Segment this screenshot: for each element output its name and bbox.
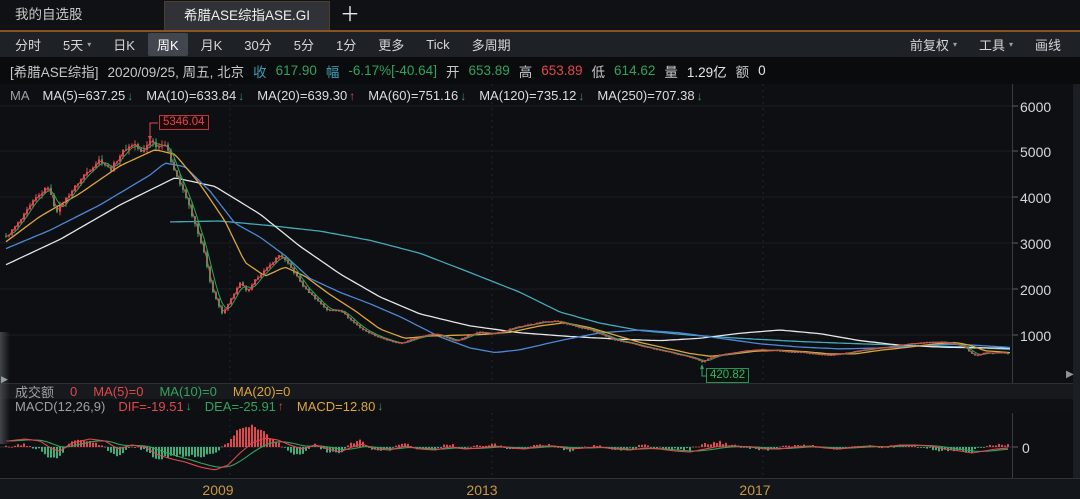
right-edge-strip: [1073, 84, 1080, 478]
low-label: 低: [591, 64, 606, 80]
volume-indicator-title: 成交额: [15, 385, 55, 400]
tab-divider: [0, 30, 1080, 32]
chevron-down-icon: ▾: [87, 40, 92, 49]
high-price-annotation: 5346.04: [159, 115, 209, 130]
high-value: 653.89: [541, 63, 583, 78]
arrow-up-icon: ↑: [277, 399, 284, 413]
add-tab-button[interactable]: ＋: [340, 4, 360, 26]
x-axis-tick: 2017: [739, 482, 771, 498]
expand-panel-icon[interactable]: ▶: [1, 374, 8, 384]
ma60-readout: MA(60)=751.16 ↓: [368, 88, 467, 103]
arrow-down-icon: ↓: [578, 88, 585, 103]
y-axis-tick: 5000: [1020, 144, 1052, 160]
macd-readout: MACD=12.80 ↓: [296, 398, 384, 414]
change-value: -6.17%[-40.64]: [348, 63, 437, 78]
period-buttons: 分时 5天 ▾ 日K 周K 月K 30分 5分 1分 更多 Tick 多周期: [4, 33, 522, 56]
macd-chart[interactable]: [0, 413, 1080, 478]
quote-info-bar: [希腊ASE综指] 2020/09/25, 周五, 北京 收 617.90 幅 …: [0, 57, 1080, 84]
amount-label: 额: [735, 64, 750, 80]
x-axis-tick: 2009: [202, 482, 234, 498]
scroll-right-icon[interactable]: ▶: [1066, 369, 1074, 380]
symbol-name: [希腊ASE综指]: [10, 64, 99, 80]
arrow-down-icon: ↓: [377, 399, 384, 413]
period-button-1min[interactable]: 1分: [335, 38, 357, 53]
dif-readout: DIF=-19.51 ↓: [118, 398, 192, 414]
volume-ma5-readout: MA(5)=0: [93, 384, 144, 399]
macd-zero-tick: 0: [1022, 440, 1030, 456]
macd-title: MACD(12,26,9): [15, 398, 106, 414]
arrow-down-icon: ↓: [185, 399, 192, 413]
period-button-daily[interactable]: 日K: [113, 38, 135, 53]
period-button-5min[interactable]: 5分: [293, 38, 314, 53]
candlestick-canvas[interactable]: [0, 84, 1080, 383]
ma-indicator-row: MA MA(5)=637.25 ↓ MA(10)=633.84 ↓ MA(20)=6…: [10, 87, 703, 104]
open-value: 653.89: [468, 63, 510, 78]
ma5-readout: MA(5)=637.25 ↓: [42, 88, 134, 103]
tab-bar: 我的自选股 希腊ASE综指ASE.GI ＋: [0, 0, 1080, 30]
chevron-down-icon: ▾: [1008, 40, 1013, 49]
arrow-up-icon: ↑: [349, 88, 356, 103]
volume-label: 量: [664, 64, 678, 80]
ma10-readout: MA(10)=633.84 ↓: [146, 88, 245, 103]
period-button-minute[interactable]: 分时: [15, 38, 42, 53]
main-price-chart[interactable]: [0, 84, 1080, 383]
quote-datetime: 2020/09/25, 周五, 北京: [107, 64, 245, 80]
period-toolbar: 分时 5天 ▾ 日K 周K 月K 30分 5分 1分 更多 Tick 多周期 前复…: [0, 32, 1080, 57]
period-button-monthly[interactable]: 月K: [200, 38, 223, 53]
period-button-weekly-selected[interactable]: 周K: [147, 33, 188, 56]
arrow-down-icon: ↓: [127, 88, 134, 103]
macd-indicator-row: MACD(12,26,9) DIF=-19.51 ↓ DEA=-25.91 ↑ MA…: [0, 398, 1080, 414]
chevron-down-icon: ▾: [952, 40, 957, 49]
y-axis-tick: 2000: [1020, 282, 1052, 298]
y-axis-tick: 1000: [1020, 328, 1052, 344]
open-label: 开: [445, 64, 460, 80]
amount-value: 0: [758, 63, 766, 78]
left-panel-handle[interactable]: [0, 332, 10, 444]
ma120-readout: MA(120)=735.12 ↓: [479, 88, 585, 103]
x-axis-tick: 2013: [466, 482, 498, 498]
period-button-multi[interactable]: 多周期: [471, 38, 511, 53]
dea-readout: DEA=-25.91 ↑: [204, 398, 284, 414]
toolbar-right: 前复权 ▾ 工具 ▾ 画线: [899, 33, 1072, 56]
volume-ma10-readout: MA(10)=0: [159, 384, 217, 399]
ma-title: MA: [10, 88, 30, 103]
change-label: 幅: [325, 64, 340, 80]
close-value: 617.90: [275, 63, 317, 78]
volume-ma20-readout: MA(20)=0: [232, 384, 291, 399]
tools-button[interactable]: 工具 ▾: [978, 38, 1013, 53]
y-axis-tick: 3000: [1020, 236, 1052, 252]
period-button-5day[interactable]: 5天 ▾: [63, 38, 92, 53]
adjust-mode-button[interactable]: 前复权 ▾: [909, 38, 957, 53]
draw-line-button[interactable]: 画线: [1034, 38, 1061, 53]
arrow-down-icon: ↓: [238, 88, 245, 103]
period-button-more[interactable]: 更多: [378, 38, 405, 53]
volume-value-readout: 0: [70, 384, 78, 399]
volume-indicator-row: 成交额 0 MA(5)=0 MA(10)=0 MA(20)=0: [0, 383, 1080, 400]
low-price-annotation: 420.82: [706, 368, 750, 383]
close-label: 收: [253, 64, 267, 80]
low-value: 614.62: [614, 63, 656, 78]
period-button-30min[interactable]: 30分: [244, 38, 272, 53]
arrow-down-icon: ↓: [696, 88, 703, 103]
ma20-readout: MA(20)=639.30 ↑: [257, 88, 356, 103]
x-axis-strip: 2009 2013 2017: [0, 478, 1080, 499]
tab-active-symbol[interactable]: 希腊ASE综指ASE.GI: [164, 1, 330, 30]
volume-value: 1.29亿: [686, 64, 727, 80]
period-button-tick[interactable]: Tick: [426, 37, 450, 52]
tab-watchlist[interactable]: 我的自选股: [15, 7, 83, 22]
y-axis-tick: 6000: [1020, 99, 1052, 115]
y-axis-tick: 4000: [1020, 190, 1052, 206]
arrow-down-icon: ↓: [460, 88, 467, 103]
ma250-readout: MA(250)=707.38 ↓: [597, 88, 703, 103]
macd-canvas[interactable]: [0, 413, 1080, 478]
high-label: 高: [518, 64, 533, 80]
